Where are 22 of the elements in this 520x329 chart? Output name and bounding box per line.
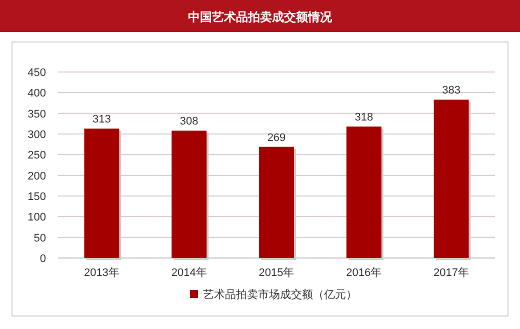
y-tick-label: 350 bbox=[28, 108, 46, 120]
x-tick-label: 2017年 bbox=[434, 267, 470, 279]
y-tick-label: 300 bbox=[28, 129, 46, 141]
x-tick-label: 2013年 bbox=[84, 267, 120, 279]
y-tick-label: 50 bbox=[34, 232, 46, 244]
data-label: 313 bbox=[92, 114, 111, 126]
y-tick-label: 150 bbox=[28, 191, 46, 203]
data-label: 308 bbox=[180, 116, 198, 128]
y-tick-label: 200 bbox=[28, 170, 46, 182]
data-label: 383 bbox=[442, 84, 460, 97]
data-label: 318 bbox=[354, 112, 374, 124]
y-tick-label: 400 bbox=[28, 88, 46, 100]
title: 中国艺术品拍卖成交额情况 bbox=[188, 10, 332, 24]
y-tick-label: 100 bbox=[28, 212, 46, 224]
x-tick-label: 2015年 bbox=[258, 267, 294, 279]
y-tick-label: 450 bbox=[28, 67, 46, 79]
legend-label: 艺术品拍卖市场成交额（亿元） bbox=[203, 288, 357, 301]
y-tick-label: 0 bbox=[40, 253, 46, 265]
x-tick-label: 2014年 bbox=[171, 267, 207, 279]
y-tick-label: 250 bbox=[28, 150, 46, 162]
x-tick-label: 2016年 bbox=[346, 267, 382, 279]
data-label: 269 bbox=[267, 132, 286, 144]
